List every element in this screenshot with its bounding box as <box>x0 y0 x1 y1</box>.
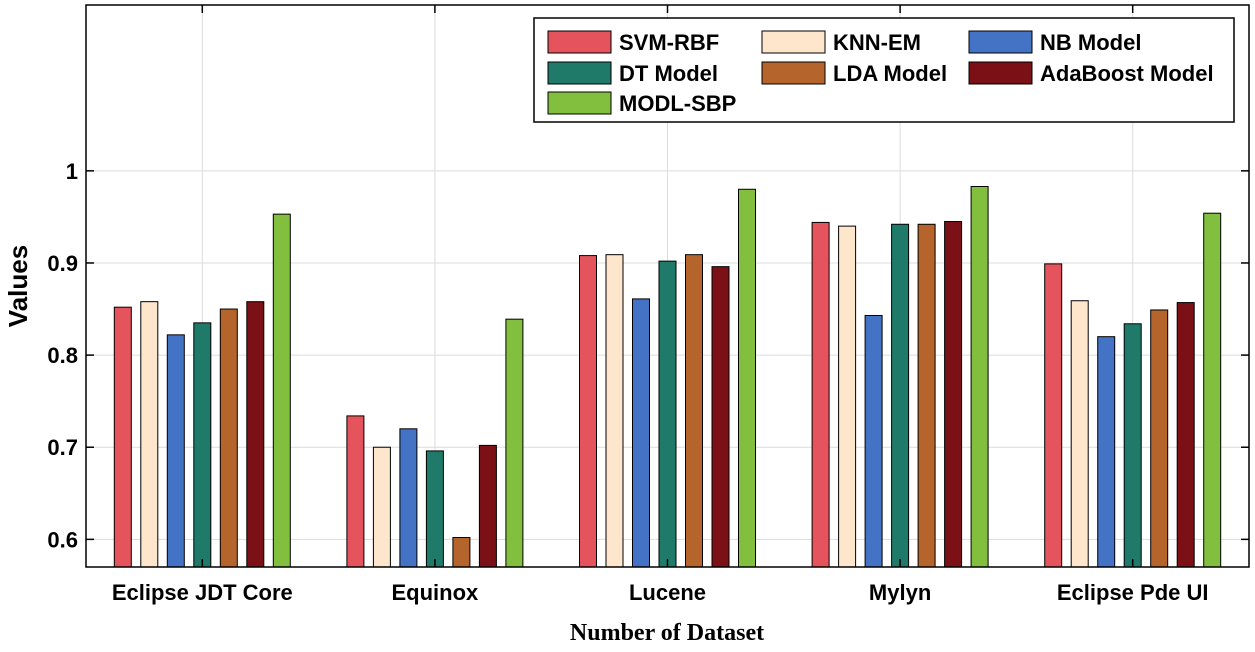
x-axis-label: Number of Dataset <box>570 620 764 646</box>
bar-knn-em-0 <box>140 301 159 568</box>
bar-adaboost-model-4 <box>1176 302 1195 568</box>
legend-swatch <box>547 91 612 115</box>
x-tick-labels: Eclipse JDT Core Equinox Lucene Mylyn Eclips… <box>112 5 1209 605</box>
bar-dt-model-3 <box>891 223 910 568</box>
legend-swatch <box>968 61 1033 85</box>
bar-knn-em-3 <box>838 225 857 568</box>
bar-adaboost-model-1 <box>478 444 497 568</box>
bar-modl-sbp-3 <box>970 185 989 568</box>
legend-swatch <box>968 30 1033 54</box>
y-tick-labels: 0.6 0.7 0.8 0.9 1 <box>47 159 1249 552</box>
bar-dt-model-1 <box>425 450 444 568</box>
bar-dt-model-2 <box>658 260 677 568</box>
y-tick-label: 0.9 <box>47 251 78 276</box>
bar-lda-model-4 <box>1150 309 1169 568</box>
bar-modl-sbp-0 <box>272 213 291 568</box>
bar-dt-model-0 <box>193 322 212 568</box>
bar-svm-rbf-0 <box>113 306 132 568</box>
bar-adaboost-model-3 <box>944 221 963 568</box>
bar-dt-model-4 <box>1123 323 1142 568</box>
bar-lda-model-3 <box>917 223 936 568</box>
x-tick-label: Mylyn <box>869 580 931 605</box>
bar-knn-em-4 <box>1070 300 1089 568</box>
bar-nb-model-4 <box>1097 336 1116 568</box>
legend-label: MODL-SBP <box>619 91 736 116</box>
bar-svm-rbf-4 <box>1044 263 1063 568</box>
bar-adaboost-model-0 <box>246 301 265 568</box>
legend-label: SVM-RBF <box>619 30 719 55</box>
x-tick-label: Lucene <box>629 580 706 605</box>
bar-lda-model-2 <box>685 254 703 568</box>
bar-lda-model-1 <box>452 537 471 568</box>
y-tick-label: 0.6 <box>47 527 78 552</box>
x-tick-label: Eclipse Pde UI <box>1057 580 1209 605</box>
legend-swatch <box>761 61 826 85</box>
y-tick-label: 0.8 <box>47 343 78 368</box>
x-tick-label: Equinox <box>392 580 480 605</box>
legend-swatch <box>547 61 612 85</box>
y-tick-label: 0.7 <box>47 435 78 460</box>
legend-label: AdaBoost Model <box>1040 61 1214 86</box>
bar-knn-em-2 <box>605 254 624 568</box>
legend-swatch <box>761 30 826 54</box>
legend-label: KNN-EM <box>833 30 921 55</box>
x-tick-label: Eclipse JDT Core <box>112 580 293 605</box>
bar-modl-sbp-1 <box>505 318 524 568</box>
legend-label: NB Model <box>1040 30 1141 55</box>
legend-swatch <box>547 30 612 54</box>
bar-nb-model-1 <box>399 428 418 568</box>
y-tick-label: 1 <box>66 159 78 184</box>
bar-lda-model-0 <box>219 308 238 568</box>
bars <box>113 185 1222 568</box>
bar-modl-sbp-2 <box>738 188 756 568</box>
legend-label: LDA Model <box>833 61 947 86</box>
bar-svm-rbf-2 <box>579 255 597 568</box>
bar-nb-model-0 <box>166 334 185 568</box>
legend: SVM-RBF KNN-EM NB Model DT Model LDA Model Ad… <box>533 17 1235 123</box>
bar-adaboost-model-2 <box>711 266 730 568</box>
legend-label: DT Model <box>619 61 718 86</box>
bar-nb-model-3 <box>864 314 883 568</box>
y-axis-label: Values <box>3 245 33 327</box>
bar-modl-sbp-4 <box>1203 212 1222 568</box>
bar-svm-rbf-3 <box>811 221 830 568</box>
bar-nb-model-2 <box>632 298 650 568</box>
bar-svm-rbf-1 <box>346 415 365 568</box>
bar-knn-em-1 <box>372 446 391 568</box>
legend-box <box>533 17 1235 123</box>
